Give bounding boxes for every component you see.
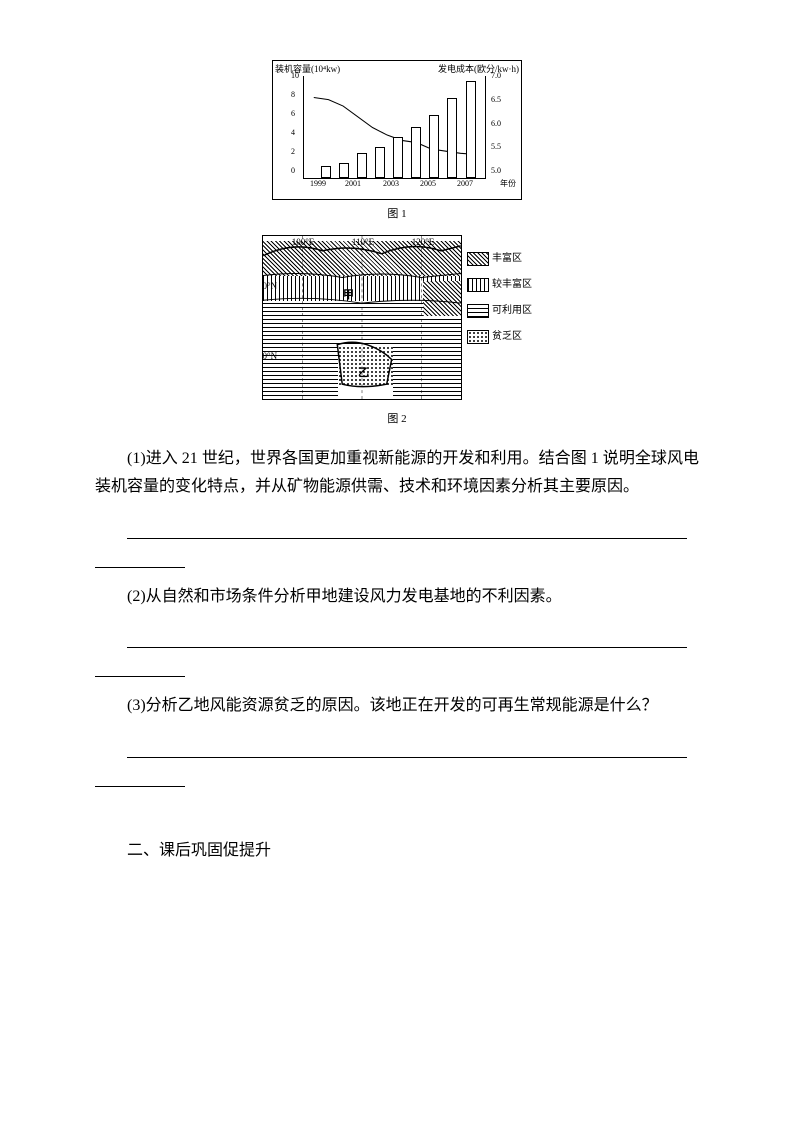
legend-swatch — [467, 304, 489, 318]
legend-label: 丰富区 — [492, 250, 522, 268]
legend-item: 贫乏区 — [467, 328, 532, 346]
figure-1-container: 装机容量(10⁴kw) 发电成本(欧分/kw·h) 年份 10 8 6 4 2 0 7.0 6… — [95, 60, 699, 225]
answer-line-1 — [95, 510, 699, 568]
chart1-ytick-right: 6.5 — [491, 93, 501, 107]
figure-2-caption: 图 2 — [95, 410, 699, 430]
chart1-ytick-left: 0 — [291, 164, 295, 178]
map-marker: 甲 — [343, 286, 354, 306]
chart1-bar — [411, 127, 421, 178]
map-lat-label: 30°N — [262, 348, 277, 364]
chart1-bar — [429, 115, 439, 178]
chart1-ylabel-right: 发电成本(欧分/kw·h) — [438, 61, 519, 77]
chart1-xtick: 2007 — [457, 177, 473, 191]
chart1-xtick: 2001 — [345, 177, 361, 191]
legend-label: 贫乏区 — [492, 328, 522, 346]
chart1-xtick: 2003 — [383, 177, 399, 191]
chart1-ylabel-left: 装机容量(10⁴kw) — [275, 61, 340, 77]
chart1-xtick: 1999 — [310, 177, 326, 191]
section-heading: 二、课后巩固促提升 — [95, 837, 699, 866]
map-lat-label: 40°N — [262, 278, 277, 294]
legend-item: 可利用区 — [467, 302, 532, 320]
chart1-ytick-left: 2 — [291, 145, 295, 159]
chart1-ytick-left: 4 — [291, 126, 295, 140]
legend-item: 丰富区 — [467, 250, 532, 268]
chart1-bar — [447, 98, 457, 178]
chart1-xtick: 2005 — [420, 177, 436, 191]
chart1-xlabel: 年份 — [500, 177, 516, 191]
legend-swatch — [467, 278, 489, 292]
question-2: (2)从自然和市场条件分析甲地建设风力发电基地的不利因素。 — [95, 583, 699, 612]
question-1: (1)进入 21 世纪，世界各国更加重视新能源的开发和利用。结合图 1 说明全球… — [95, 445, 699, 503]
figure-1-caption: 图 1 — [95, 205, 699, 225]
chart1-ytick-left: 10 — [291, 69, 299, 83]
legend-swatch — [467, 252, 489, 266]
figure-2-container: 100°E 110°E 120°E 40°N 30°N 甲乙 丰富区较丰富区可利用区贫乏区… — [95, 235, 699, 430]
legend-label: 可利用区 — [492, 302, 532, 320]
chart1-ytick-right: 6.0 — [491, 116, 501, 130]
legend-label: 较丰富区 — [492, 276, 532, 294]
chart1-ytick-right: 5.5 — [491, 140, 501, 154]
question-3: (3)分析乙地风能资源贫乏的原因。该地正在开发的可再生常规能源是什么？ — [95, 692, 699, 721]
chart1-bar — [393, 137, 403, 178]
map-lon-label: 110°E — [352, 235, 374, 250]
answer-line-2 — [95, 620, 699, 678]
chart1-ytick-left: 6 — [291, 107, 295, 121]
chart1-ytick-right: 5.0 — [491, 164, 501, 178]
chart1-bar — [375, 147, 385, 178]
chart-2: 100°E 110°E 120°E 40°N 30°N 甲乙 丰富区较丰富区可利用区贫乏区 — [262, 235, 532, 405]
chart1-bar — [357, 153, 367, 179]
legend-swatch — [467, 330, 489, 344]
chart1-axis — [303, 76, 486, 179]
chart-1: 装机容量(10⁴kw) 发电成本(欧分/kw·h) 年份 10 8 6 4 2 0 7.0 6… — [272, 60, 522, 200]
chart1-ytick-left: 8 — [291, 88, 295, 102]
chart2-map: 100°E 110°E 120°E 40°N 30°N 甲乙 — [262, 235, 462, 400]
map-lon-label: 100°E — [292, 235, 315, 250]
answer-line-3 — [95, 729, 699, 787]
map-lon-label: 120°E — [412, 235, 435, 250]
legend-item: 较丰富区 — [467, 276, 532, 294]
chart2-legend: 丰富区较丰富区可利用区贫乏区 — [467, 250, 532, 354]
chart1-bar — [466, 81, 476, 178]
chart1-ytick-right: 7.0 — [491, 69, 501, 83]
map-marker: 乙 — [358, 364, 369, 384]
